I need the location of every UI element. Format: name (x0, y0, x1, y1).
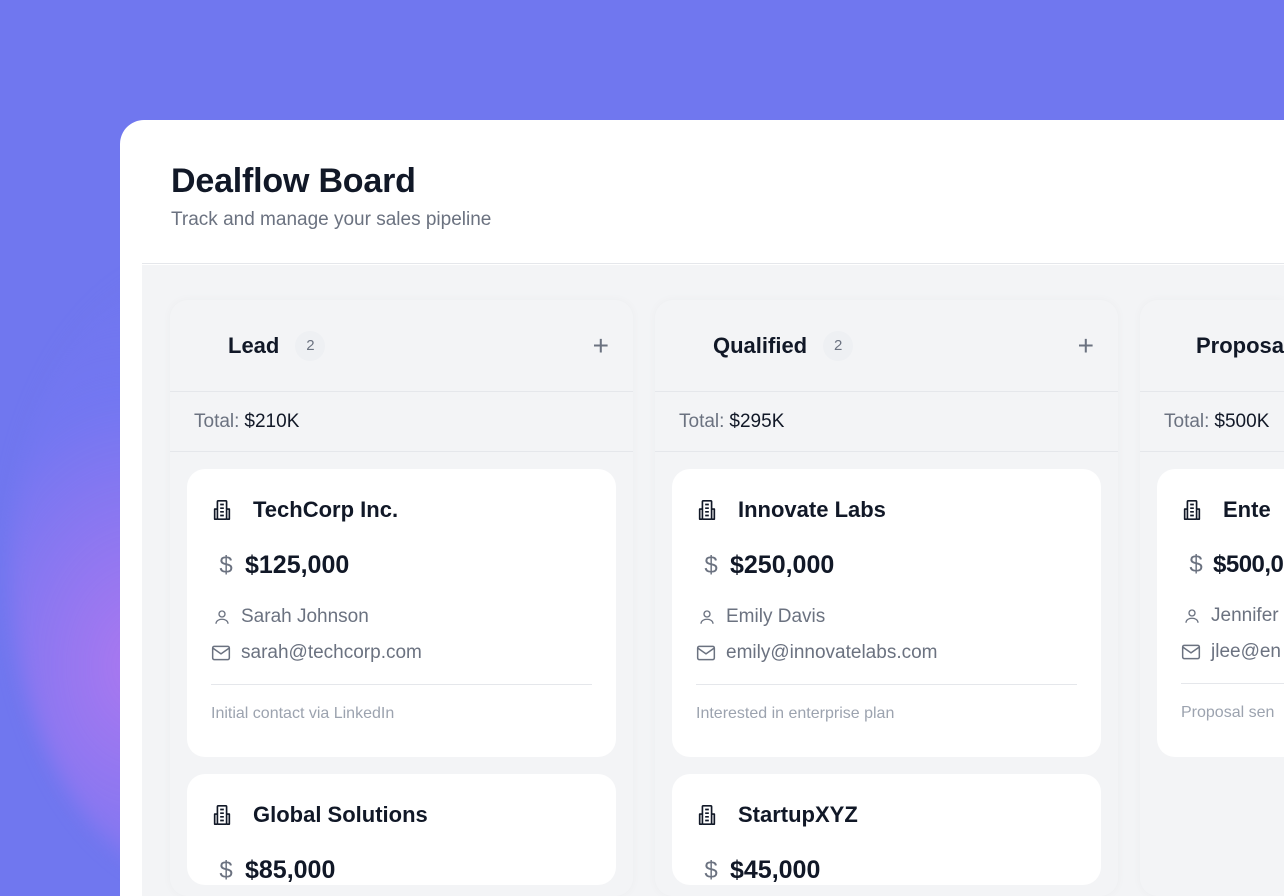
card-divider (1181, 683, 1284, 684)
deal-amount: $500,0 (1213, 551, 1284, 578)
company-name: Innovate Labs (738, 497, 886, 522)
contact-name: Sarah Johnson (241, 606, 369, 627)
column-total: Total: $210K (170, 392, 633, 452)
total-value: $210K (244, 410, 300, 432)
column-title: Qualified (713, 332, 808, 358)
building-icon (696, 804, 718, 826)
deal-note: Initial contact via LinkedIn (211, 705, 395, 722)
user-icon (698, 608, 716, 626)
page-header: Dealflow Board Track and manage your sal… (142, 120, 1284, 264)
deal-amount: $45,000 (730, 856, 821, 884)
kanban-board: Lead 2 + Total: $210K TechCorp Inc. $ $125… (142, 265, 1284, 896)
page-subtitle: Track and manage your sales pipeline (171, 209, 492, 230)
deal-card[interactable]: TechCorp Inc. $ $125,000 Sarah Johnson sa… (187, 469, 616, 757)
total-label: Total: (679, 410, 725, 432)
column-qualified: Qualified 2 + Total: $295K Innovate Labs … (655, 300, 1118, 896)
card-list: Ente $ $500,0 Jennifer jlee@en Proposal s… (1140, 452, 1284, 757)
total-label: Total: (1164, 410, 1210, 432)
contact-name: Jennifer (1211, 605, 1279, 626)
column-total: Total: $500K (1140, 392, 1284, 452)
deal-amount: $125,000 (245, 551, 350, 579)
column-count-badge: 2 (823, 330, 854, 361)
dollar-icon: $ (1189, 551, 1203, 578)
deal-amount: $250,000 (730, 551, 835, 579)
building-icon (696, 499, 718, 521)
dollar-icon: $ (219, 551, 233, 579)
total-label: Total: (194, 410, 240, 432)
plus-icon[interactable]: + (1077, 329, 1094, 361)
deal-card[interactable]: Global Solutions $ $85,000 (187, 774, 616, 885)
plus-icon[interactable]: + (592, 329, 609, 361)
contact-email[interactable]: jlee@en (1211, 641, 1281, 662)
total-value: $295K (729, 410, 785, 432)
mail-icon (1181, 643, 1201, 661)
column-header: Proposa (1140, 300, 1284, 392)
deal-note: Interested in enterprise plan (696, 705, 895, 722)
contact-email[interactable]: emily@innovatelabs.com (726, 642, 938, 663)
app-window: Dealflow Board Track and manage your sal… (120, 120, 1284, 896)
user-icon (213, 608, 231, 626)
deal-note: Proposal sen (1181, 704, 1275, 721)
company-name: TechCorp Inc. (253, 497, 399, 522)
total-value: $500K (1214, 410, 1270, 432)
card-list: TechCorp Inc. $ $125,000 Sarah Johnson sa… (170, 452, 633, 885)
column-title: Proposa (1196, 332, 1284, 358)
column-header: Lead 2 + (170, 300, 633, 392)
column-count-badge: 2 (295, 330, 326, 361)
mail-icon (696, 644, 716, 662)
deal-card[interactable]: Ente $ $500,0 Jennifer jlee@en Proposal s… (1157, 469, 1284, 757)
deal-card[interactable]: Innovate Labs $ $250,000 Emily Davis emil… (672, 469, 1101, 757)
column-proposa: Proposa Total: $500K Ente $ $500,0 Jennife… (1140, 300, 1284, 896)
column-header: Qualified 2 + (655, 300, 1118, 392)
card-divider (696, 684, 1077, 685)
page-title: Dealflow Board (171, 162, 416, 200)
deal-amount: $85,000 (245, 856, 336, 884)
column-title: Lead (228, 332, 280, 358)
deal-card[interactable]: StartupXYZ $ $45,000 (672, 774, 1101, 885)
column-lead: Lead 2 + Total: $210K TechCorp Inc. $ $125… (170, 300, 633, 896)
card-list: Innovate Labs $ $250,000 Emily Davis emil… (655, 452, 1118, 885)
dollar-icon: $ (704, 856, 718, 884)
building-icon (211, 499, 233, 521)
dollar-icon: $ (219, 856, 233, 884)
company-name: Ente (1223, 497, 1271, 522)
column-total: Total: $295K (655, 392, 1118, 452)
card-divider (211, 684, 592, 685)
company-name: StartupXYZ (738, 802, 858, 827)
user-icon (1183, 607, 1201, 625)
contact-name: Emily Davis (726, 606, 826, 627)
building-icon (1181, 499, 1203, 521)
company-name: Global Solutions (253, 802, 428, 827)
mail-icon (211, 644, 231, 662)
contact-email[interactable]: sarah@techcorp.com (241, 642, 422, 663)
dollar-icon: $ (704, 551, 718, 579)
building-icon (211, 804, 233, 826)
